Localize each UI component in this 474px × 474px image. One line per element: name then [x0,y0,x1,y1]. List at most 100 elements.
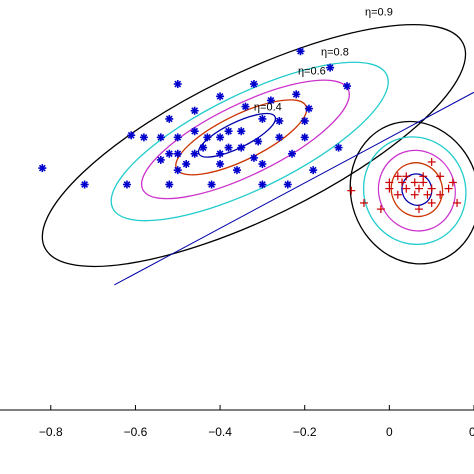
asterisk-point [127,131,136,140]
contour-ellipse [401,173,433,206]
asterisk-point [241,102,250,111]
asterisk-point [173,133,182,142]
asterisk-point [292,90,301,99]
x-tick-label: −0.4 [208,425,232,439]
asterisk-point [224,127,233,136]
asterisk-point [224,143,233,152]
asterisk-point [173,166,182,175]
asterisk-point [156,155,165,164]
contour-ellipse [175,99,308,176]
plus-point [410,190,419,199]
asterisk-point [203,133,212,142]
decision-line-layer [114,91,474,286]
x-tick-label: −0.8 [39,425,63,439]
data-point-layer [38,47,462,214]
plus-point [436,172,445,181]
plus-point [347,186,356,195]
plus-point [427,157,436,166]
plus-point [402,184,411,193]
asterisk-point [254,137,263,146]
asterisk-point [165,114,174,123]
asterisk-point [173,80,182,89]
asterisk-point [300,133,309,142]
asterisk-point [249,153,258,162]
asterisk-point [165,180,174,189]
asterisk-point [207,180,216,189]
asterisk-point [216,92,225,101]
asterisk-point [165,149,174,158]
contour-ellipse [390,162,444,218]
plus-point [448,178,457,187]
asterisk-point [139,133,148,142]
asterisk-point [122,180,131,189]
asterisk-point [309,166,318,175]
x-tick-label: −0.2 [293,425,317,439]
contour-ellipse [349,120,474,265]
contour-label: η=0.6 [298,66,326,78]
contour-ellipse [377,149,456,232]
contour-ellipse [110,61,389,222]
plus-point [402,172,411,181]
asterisk-point [304,104,313,113]
asterisk-point [249,80,258,89]
asterisk-point [296,47,305,56]
plus-point [427,198,436,207]
plus-point [385,184,394,193]
plus-point [419,178,428,187]
plus-point [436,190,445,199]
plus-point [427,184,436,193]
plus-point [453,198,462,207]
asterisk-point [199,143,208,152]
asterisk-point [156,133,165,142]
asterisk-point [233,166,241,175]
plus-point [359,198,368,207]
asterisk-point [258,114,267,123]
asterisk-point [300,116,309,125]
asterisk-point [216,149,225,158]
contour-label: η=0.8 [321,46,349,58]
asterisk-point [190,149,199,158]
decision-boundary-line [114,91,474,286]
plus-point [444,184,453,193]
asterisk-point [237,143,246,152]
contour-layer [41,23,474,268]
asterisk-point [326,63,335,72]
asterisk-point [343,82,352,91]
contour-ellipse [362,136,467,246]
x-tick-label: −0.6 [124,425,148,439]
x-tick-label: 0. [469,425,474,439]
asterisk-point [182,160,191,168]
contour-label-layer: η=0.9 η=0.8 η=0.6 η=0.4 [254,6,393,113]
plus-point [414,184,423,193]
plus-point [393,172,402,181]
asterisk-point [275,116,284,125]
asterisk-point [275,133,284,142]
asterisk-point [80,180,89,189]
asterisk-point [216,160,225,168]
plus-point [414,205,423,214]
x-axis: −0.8 −0.6 −0.4 −0.2 0 0. [0,405,474,439]
asterisk-point [266,96,275,105]
plus-point [398,178,407,187]
asterisk-point [38,164,47,173]
asterisk-point [288,149,297,158]
contour-label: η=0.4 [254,101,282,113]
asterisk-point [237,127,246,136]
asterisk-point [258,160,267,168]
asterisk-point [190,127,199,136]
asterisk-point [258,180,267,189]
asterisk-point [216,133,225,142]
contour-ellipse [140,79,350,200]
plus-point [423,190,432,199]
contour-ellipse [41,23,467,268]
contour-label: η=0.9 [365,6,393,18]
x-tick-label: 0 [386,425,393,439]
asterisk-point [283,180,292,189]
plus-point [410,178,419,187]
asterisk-point [173,149,182,158]
plus-point [393,190,402,199]
plus-point [376,205,385,214]
asterisk-point [334,143,343,152]
asterisk-point [190,106,199,115]
